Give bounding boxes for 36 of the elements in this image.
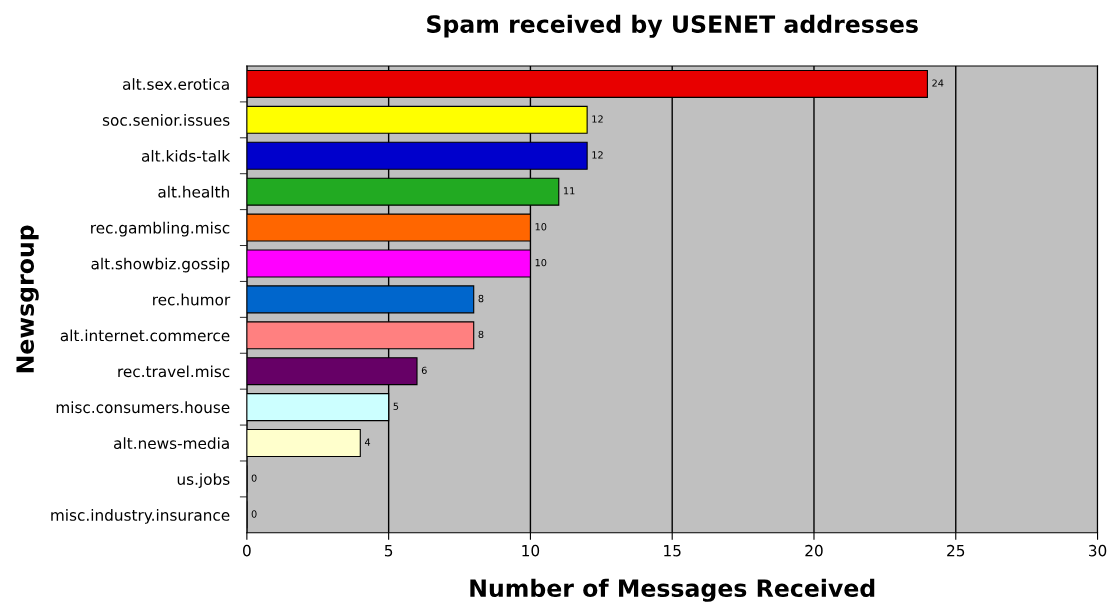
y-tick-label: rec.gambling.misc	[91, 221, 230, 237]
y-tick-label: rec.humor	[153, 293, 231, 306]
data-label: 0	[251, 510, 257, 518]
x-tick-label: 30	[1088, 544, 1107, 557]
x-axis-title: Number of Messages Received	[470, 578, 875, 602]
y-tick-label: alt.sex.erotica	[122, 78, 229, 90]
x-tick-label: 10	[522, 544, 540, 557]
y-tick-label: us.jobs	[177, 473, 230, 488]
x-tick-label: 15	[664, 545, 681, 557]
y-tick-label: rec.travel.misc	[118, 365, 230, 378]
y-tick-label: alt.kids-talk	[141, 149, 231, 162]
chart-title: Spam received by USENET addresses	[427, 14, 918, 38]
y-tick-label: alt.showbiz.gossip	[91, 257, 230, 273]
data-label: 8	[478, 294, 484, 303]
data-label: 4	[364, 438, 371, 446]
data-label: 24	[932, 79, 944, 87]
y-axis-title: Newsgroup	[16, 225, 39, 373]
y-tick-label: soc.senior.issues	[102, 114, 230, 126]
y-tick-label: misc.consumers.house	[56, 401, 230, 414]
x-tick-label: 5	[384, 545, 393, 557]
x-tick-label: 0	[243, 544, 251, 557]
y-tick-label: misc.industry.insurance	[51, 509, 230, 524]
x-tick-label: 20	[805, 544, 823, 557]
data-label: 10	[535, 223, 547, 231]
x-tick-label: 25	[947, 544, 965, 557]
data-label: 11	[564, 187, 575, 195]
data-label: 12	[592, 151, 603, 159]
y-tick-label: alt.news-media	[114, 437, 229, 450]
data-label: 10	[535, 258, 547, 267]
data-label: 5	[393, 402, 399, 410]
y-tick-label: alt.health	[158, 185, 229, 198]
data-label: 6	[421, 366, 427, 375]
data-label: 12	[592, 115, 603, 123]
data-label: 0	[251, 474, 257, 482]
data-label: 8	[478, 330, 484, 339]
y-tick-label: alt.internet.commerce	[60, 329, 230, 342]
